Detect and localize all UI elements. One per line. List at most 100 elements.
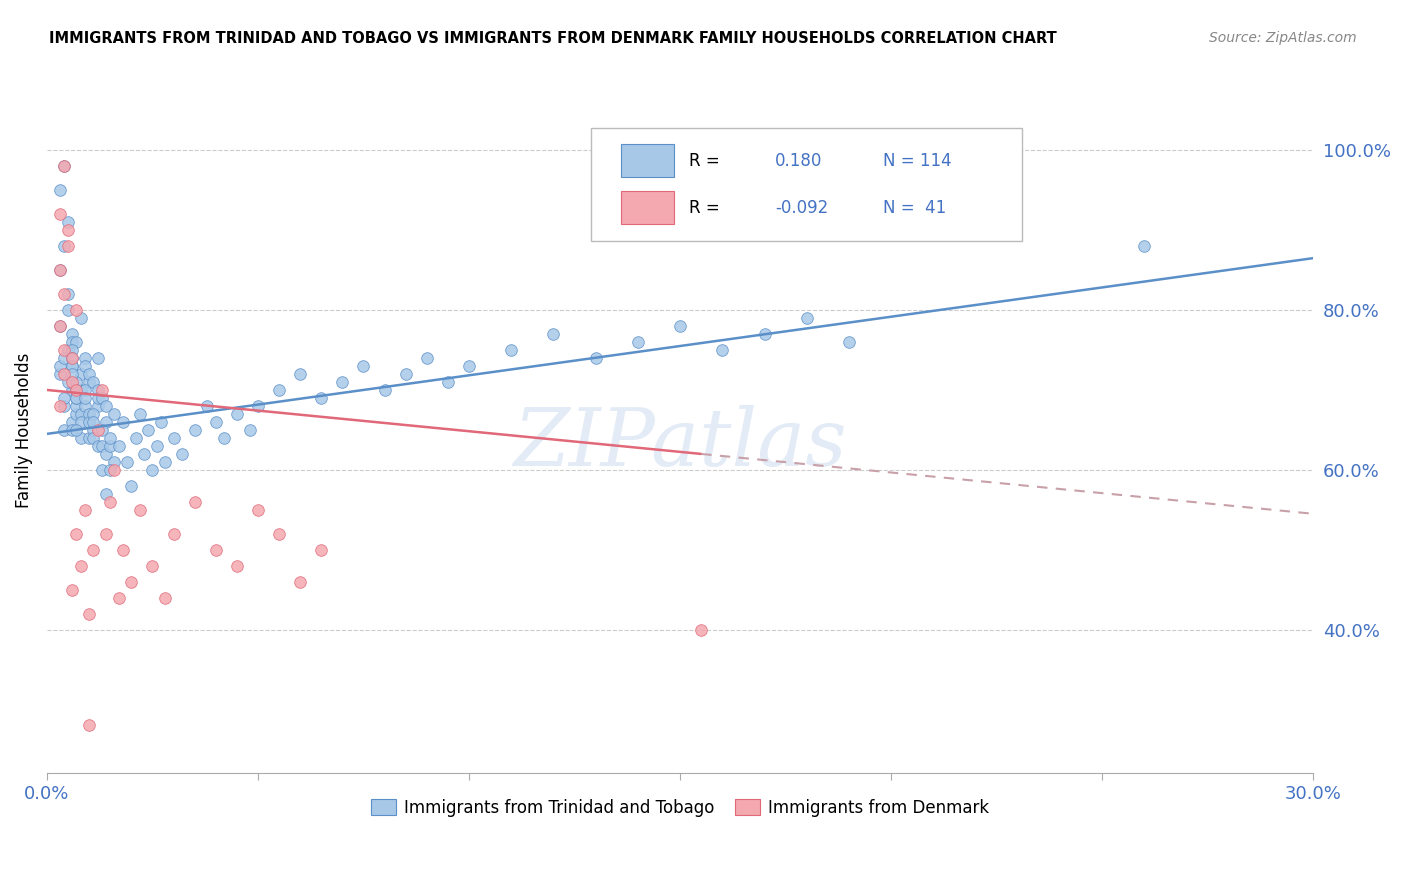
- Point: [73, 391, 96, 405]
- Text: ZIPatlas: ZIPatlas: [513, 405, 846, 483]
- Point: [56, 375, 79, 389]
- Point: [86, 439, 108, 453]
- Point: [1133, 239, 1156, 253]
- Point: [56, 343, 79, 357]
- Point: [353, 359, 375, 373]
- Point: [77, 407, 100, 421]
- Point: [374, 383, 396, 397]
- Point: [94, 526, 117, 541]
- Text: N =  41: N = 41: [883, 199, 946, 217]
- Point: [73, 399, 96, 413]
- Point: [246, 503, 269, 517]
- Point: [56, 215, 79, 229]
- Point: [52, 159, 75, 173]
- Point: [77, 431, 100, 445]
- Point: [56, 303, 79, 318]
- Point: [82, 542, 104, 557]
- Point: [73, 503, 96, 517]
- Point: [65, 391, 87, 405]
- Point: [288, 367, 311, 381]
- Point: [120, 574, 142, 589]
- Text: R =: R =: [689, 152, 720, 169]
- Point: [111, 415, 134, 429]
- Point: [60, 351, 83, 365]
- Point: [267, 526, 290, 541]
- Point: [77, 367, 100, 381]
- Point: [60, 415, 83, 429]
- Point: [48, 263, 70, 277]
- Point: [52, 423, 75, 437]
- Point: [73, 359, 96, 373]
- Point: [162, 431, 184, 445]
- Point: [98, 439, 121, 453]
- Point: [98, 431, 121, 445]
- Point: [52, 391, 75, 405]
- Point: [94, 399, 117, 413]
- Point: [65, 526, 87, 541]
- Point: [149, 415, 172, 429]
- Point: [52, 399, 75, 413]
- Point: [86, 351, 108, 365]
- Point: [48, 207, 70, 221]
- Point: [60, 351, 83, 365]
- Point: [60, 367, 83, 381]
- Point: [458, 359, 481, 373]
- Point: [124, 431, 146, 445]
- FancyBboxPatch shape: [592, 128, 1022, 241]
- Point: [246, 399, 269, 413]
- Point: [48, 367, 70, 381]
- Point: [60, 359, 83, 373]
- Point: [86, 391, 108, 405]
- Point: [65, 383, 87, 397]
- Point: [107, 591, 129, 605]
- Point: [60, 423, 83, 437]
- Point: [65, 334, 87, 349]
- Point: [56, 287, 79, 301]
- Text: IMMIGRANTS FROM TRINIDAD AND TOBAGO VS IMMIGRANTS FROM DENMARK FAMILY HOUSEHOLDS: IMMIGRANTS FROM TRINIDAD AND TOBAGO VS I…: [49, 31, 1057, 46]
- Point: [73, 383, 96, 397]
- Text: 0.180: 0.180: [775, 152, 823, 169]
- Point: [107, 439, 129, 453]
- Point: [65, 407, 87, 421]
- Point: [128, 503, 150, 517]
- Point: [103, 463, 125, 477]
- Point: [98, 495, 121, 509]
- Point: [838, 334, 860, 349]
- Point: [585, 351, 607, 365]
- Point: [238, 423, 260, 437]
- Point: [60, 334, 83, 349]
- Point: [52, 159, 75, 173]
- Point: [288, 574, 311, 589]
- Point: [153, 455, 176, 469]
- Point: [267, 383, 290, 397]
- Point: [183, 423, 205, 437]
- Point: [212, 431, 235, 445]
- Point: [94, 487, 117, 501]
- Point: [501, 343, 523, 357]
- Point: [115, 455, 138, 469]
- Point: [65, 375, 87, 389]
- Point: [90, 423, 112, 437]
- Point: [52, 343, 75, 357]
- Point: [48, 263, 70, 277]
- Point: [94, 447, 117, 461]
- Point: [65, 383, 87, 397]
- Point: [69, 383, 91, 397]
- Point: [111, 542, 134, 557]
- Point: [204, 415, 226, 429]
- Point: [225, 558, 247, 573]
- Point: [65, 423, 87, 437]
- Point: [690, 623, 713, 637]
- Point: [754, 326, 776, 341]
- Point: [669, 319, 692, 334]
- Point: [52, 367, 75, 381]
- Point: [65, 391, 87, 405]
- Point: [145, 439, 167, 453]
- Point: [77, 718, 100, 732]
- Point: [60, 383, 83, 397]
- Point: [82, 415, 104, 429]
- Bar: [620, 145, 673, 178]
- Point: [56, 239, 79, 253]
- Point: [86, 399, 108, 413]
- Point: [132, 447, 155, 461]
